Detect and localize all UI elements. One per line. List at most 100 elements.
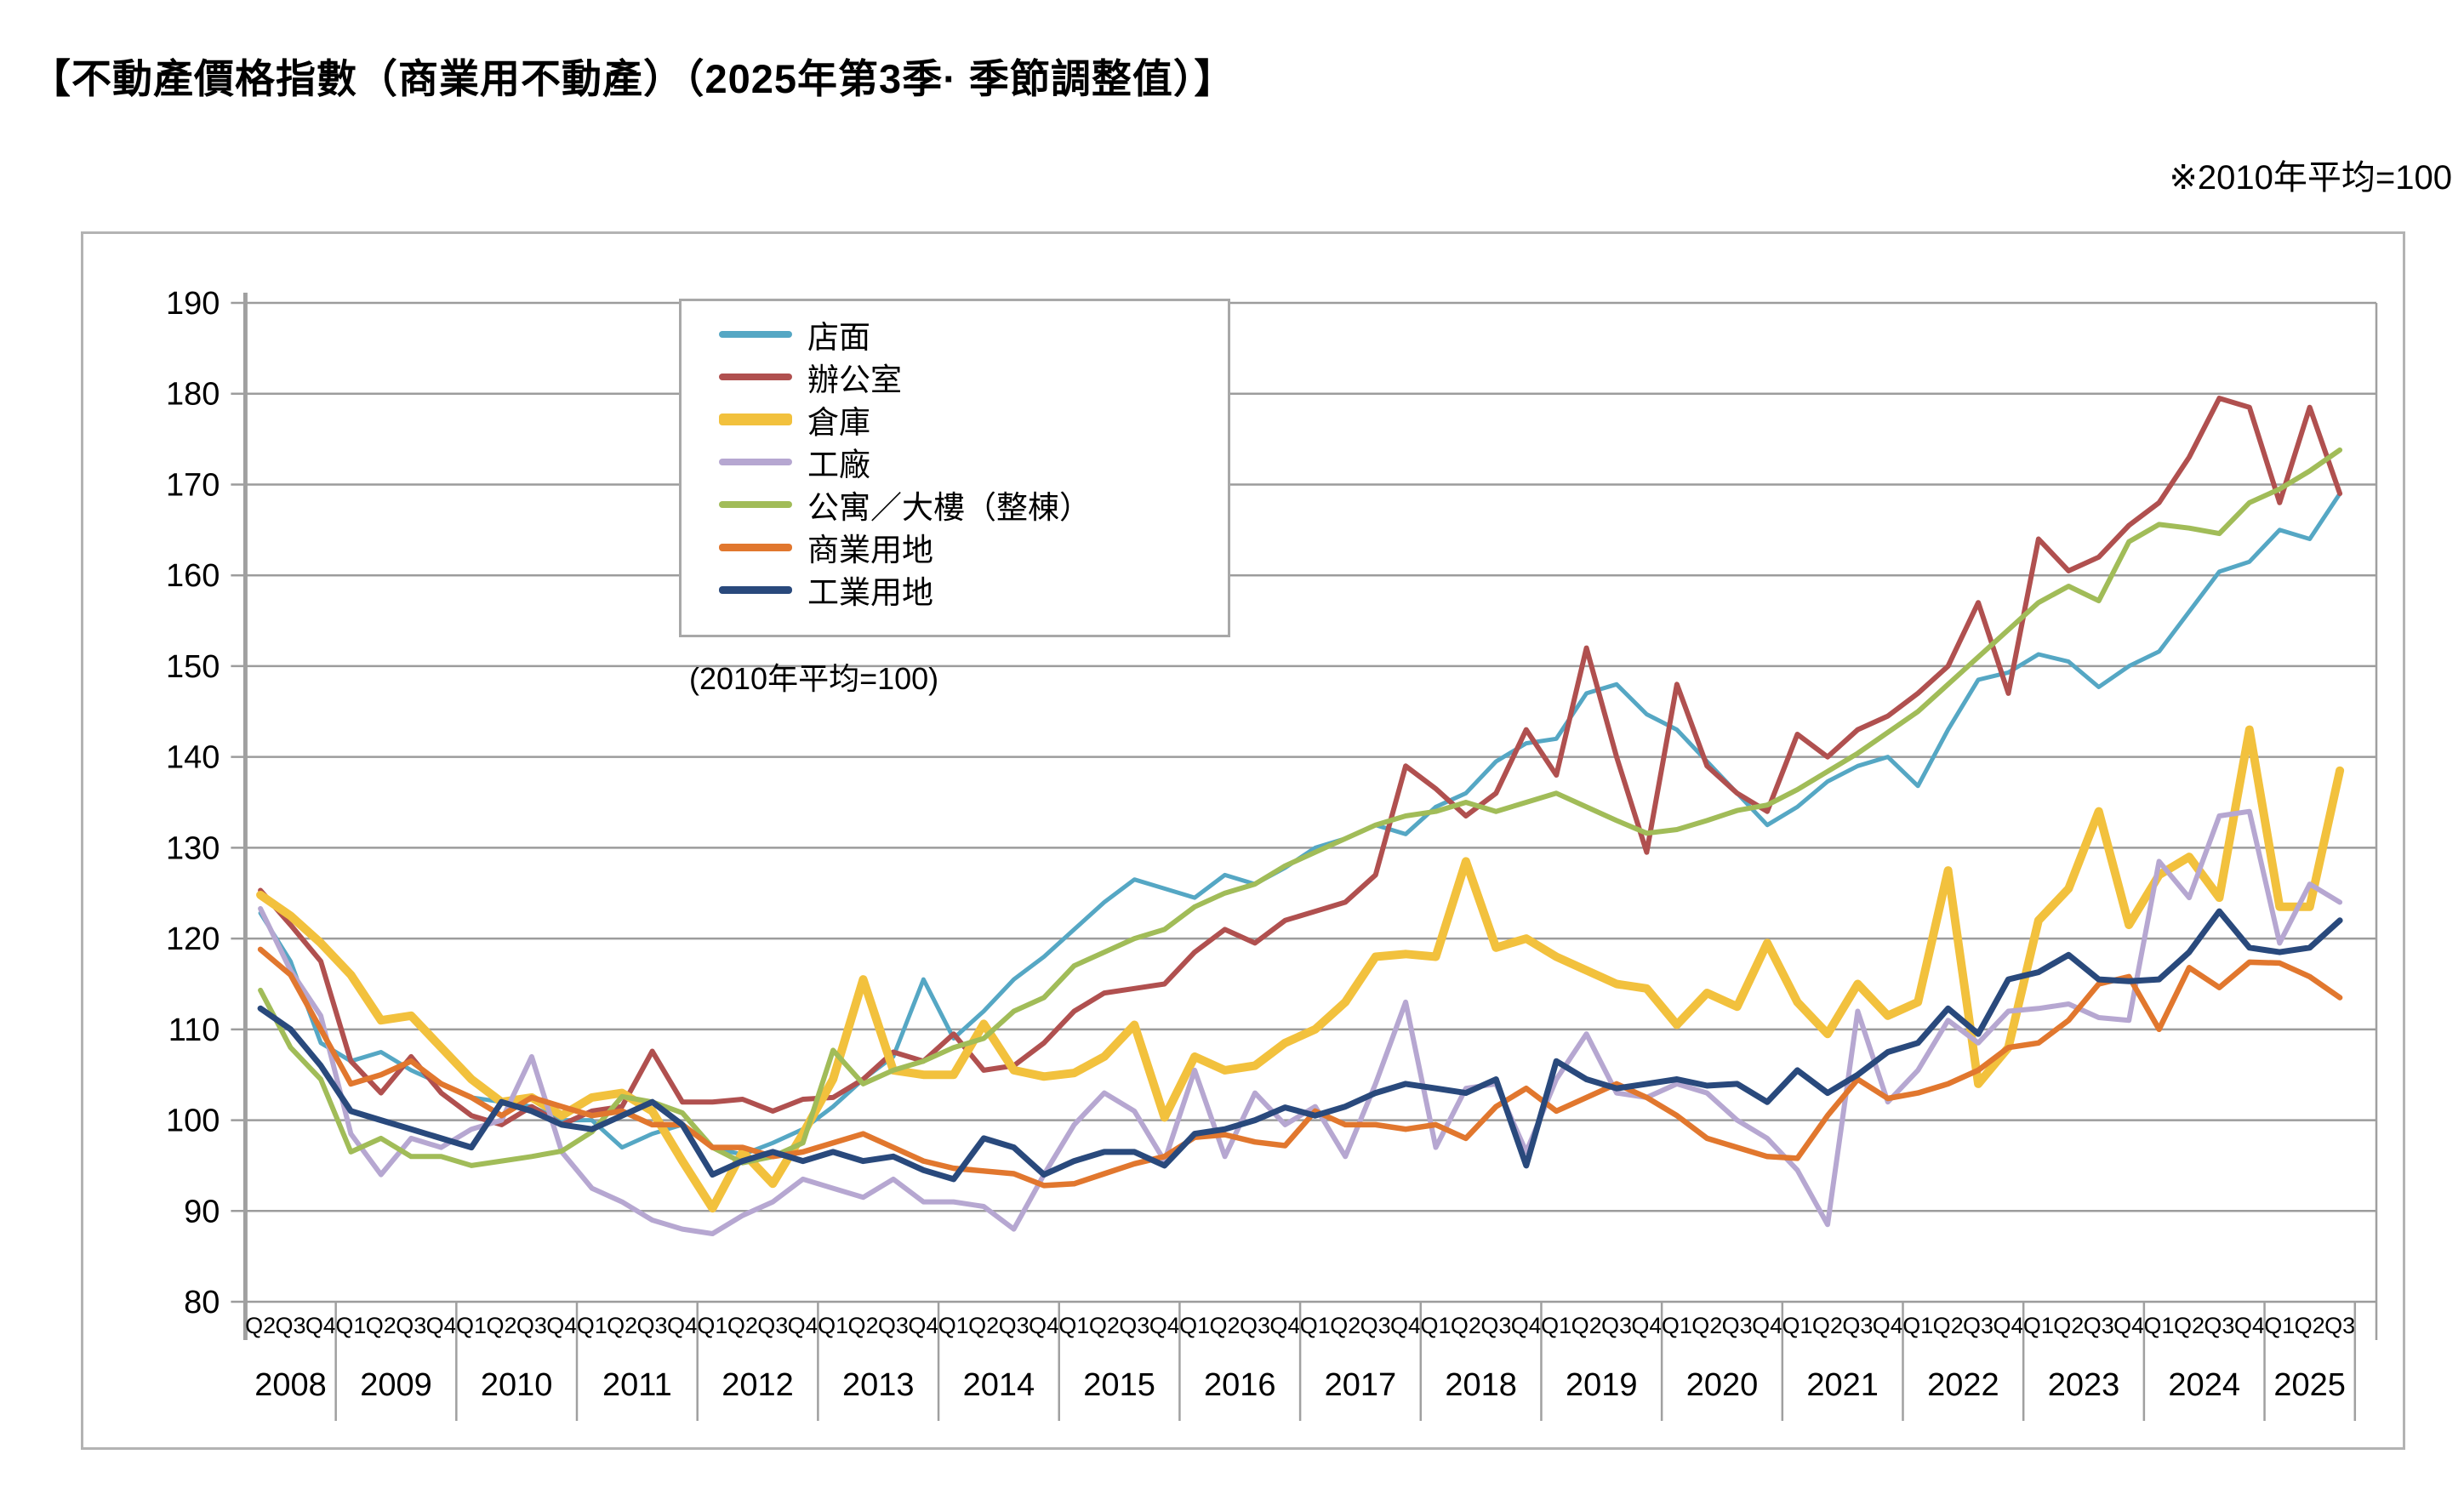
page-title: 【不動產價格指數（商業用不動產）（2025年第3季· 季節調整值）】: [31, 56, 1235, 101]
year-label-2025: 2025: [2273, 1367, 2346, 1403]
quarter-label: Q2: [1691, 1313, 1722, 1338]
legend-swatch-apartment: [719, 501, 792, 508]
quarter-label: Q1: [1179, 1313, 1210, 1338]
quarter-label: Q2: [1451, 1313, 1481, 1338]
quarter-label: Q4: [667, 1313, 698, 1338]
quarter-label: Q4: [2234, 1313, 2265, 1338]
quarter-label: Q2: [1812, 1313, 1843, 1338]
quarter-label: Q2: [1571, 1313, 1602, 1338]
quarter-label: Q3: [1963, 1313, 1993, 1338]
ytick-label-140: 140: [166, 740, 220, 776]
quarter-label: Q3: [1360, 1313, 1391, 1338]
quarter-label: Q3: [878, 1313, 909, 1338]
legend-label-apartment: 公寓／大樓（整棟）: [807, 490, 1091, 525]
quarter-label: Q1: [2264, 1313, 2295, 1338]
ytick-label-150: 150: [166, 649, 220, 685]
year-label-2023: 2023: [2048, 1367, 2120, 1403]
quarter-label: Q4: [2113, 1313, 2144, 1338]
year-label-2012: 2012: [722, 1367, 794, 1403]
year-label-2014: 2014: [963, 1367, 1035, 1403]
series-line-apartment: [258, 447, 2343, 1168]
quarter-label: Q3: [1119, 1313, 1149, 1338]
quarter-label: Q1: [1541, 1313, 1571, 1338]
quarter-label: Q1: [1662, 1313, 1692, 1338]
ytick-label-90: 90: [184, 1194, 220, 1229]
ytick-label-130: 130: [166, 830, 220, 866]
legend-item-store: 店面: [719, 313, 1228, 356]
quarter-label: Q1: [1058, 1313, 1089, 1338]
year-label-2008: 2008: [254, 1367, 327, 1403]
series-line-industrial_land: [257, 908, 2343, 1183]
quarter-label: Q2: [1089, 1313, 1120, 1338]
quarter-label: Q3: [637, 1313, 668, 1338]
quarter-label: Q4: [908, 1313, 938, 1338]
quarter-label: Q4: [1390, 1313, 1421, 1338]
quarter-label: Q2: [366, 1313, 396, 1338]
series-line-commercial_land: [257, 946, 2343, 1189]
quarter-label: Q1: [1300, 1313, 1331, 1338]
quarter-label: Q4: [1511, 1313, 1542, 1338]
quarter-label: Q3: [1722, 1313, 1753, 1338]
quarter-label: Q3: [1240, 1313, 1270, 1338]
legend-item-commercial_land: 商業用地: [719, 526, 1228, 568]
quarter-label: Q2: [486, 1313, 516, 1338]
ytick-label-80: 80: [184, 1285, 220, 1320]
quarter-label: Q4: [1993, 1313, 2023, 1338]
quarter-label: Q2: [727, 1313, 758, 1338]
quarter-label: Q4: [426, 1313, 457, 1338]
quarter-label: Q3: [999, 1313, 1030, 1338]
legend-swatch-office: [719, 374, 792, 380]
quarter-label: Q4: [1752, 1313, 1782, 1338]
ytick-label-100: 100: [166, 1104, 220, 1139]
quarter-label: Q4: [305, 1313, 336, 1338]
quarter-label: Q1: [818, 1313, 848, 1338]
quarter-label: Q1: [335, 1313, 366, 1338]
quarter-label: Q2: [1210, 1313, 1241, 1338]
year-label-2010: 2010: [481, 1367, 553, 1403]
quarter-label: Q1: [1420, 1313, 1451, 1338]
quarter-label: Q1: [2023, 1313, 2054, 1338]
quarter-label: Q3: [516, 1313, 547, 1338]
chart-container: 80 90 100 110 120 130 140 150 160 170 180 190 Q2 Q3 Q4…: [81, 231, 2405, 1450]
year-label-2011: 2011: [602, 1367, 672, 1403]
year-label-2009: 2009: [360, 1367, 432, 1403]
quarter-label: Q1: [456, 1313, 487, 1338]
series-line-warehouse: [256, 725, 2345, 1213]
quarter-label: Q2: [1933, 1313, 1964, 1338]
quarter-label: Q1: [2144, 1313, 2175, 1338]
year-label-2017: 2017: [1325, 1367, 1397, 1403]
quarter-label: Q3: [757, 1313, 788, 1338]
quarter-label: Q2: [2295, 1313, 2325, 1338]
quarter-label: Q2: [607, 1313, 637, 1338]
year-label-2018: 2018: [1445, 1367, 1517, 1403]
quarter-label: Q1: [577, 1313, 607, 1338]
legend-label-store: 店面: [807, 320, 870, 355]
quarter-label: Q3: [2084, 1313, 2114, 1338]
year-label-2015: 2015: [1083, 1367, 1155, 1403]
quarter-label: Q2: [2174, 1313, 2204, 1338]
year-label-2021: 2021: [1806, 1367, 1879, 1403]
quarter-label: Q2: [245, 1313, 276, 1338]
quarter-label: Q4: [546, 1313, 577, 1338]
legend-swatch-factory: [719, 459, 792, 465]
quarter-label: Q3: [1480, 1313, 1511, 1338]
quarter-label: Q3: [2324, 1313, 2355, 1338]
quarter-label: Q3: [1842, 1313, 1873, 1338]
year-label-2022: 2022: [1927, 1367, 1999, 1403]
chart-legend: 店面 辦公室 倉庫 工廠 公寓／大樓（整棟） 商業用地 工業用地: [679, 299, 1230, 637]
legend-subtitle: (2010年平均=100): [689, 661, 939, 696]
series-line-factory: [258, 808, 2343, 1236]
legend-item-factory: 工廠: [719, 441, 1228, 483]
legend-label-industrial_land: 工業用地: [807, 575, 933, 610]
year-label-2019: 2019: [1566, 1367, 1638, 1403]
quarter-label: Q2: [847, 1313, 878, 1338]
quarter-label: Q3: [276, 1313, 306, 1338]
legend-label-warehouse: 倉庫: [807, 405, 870, 440]
ytick-label-180: 180: [166, 377, 220, 413]
quarter-label: Q3: [2204, 1313, 2234, 1338]
ytick-label-170: 170: [166, 467, 220, 503]
ytick-label-110: 110: [168, 1012, 220, 1048]
legend-item-warehouse: 倉庫: [719, 398, 1228, 441]
year-label-2013: 2013: [842, 1367, 915, 1403]
